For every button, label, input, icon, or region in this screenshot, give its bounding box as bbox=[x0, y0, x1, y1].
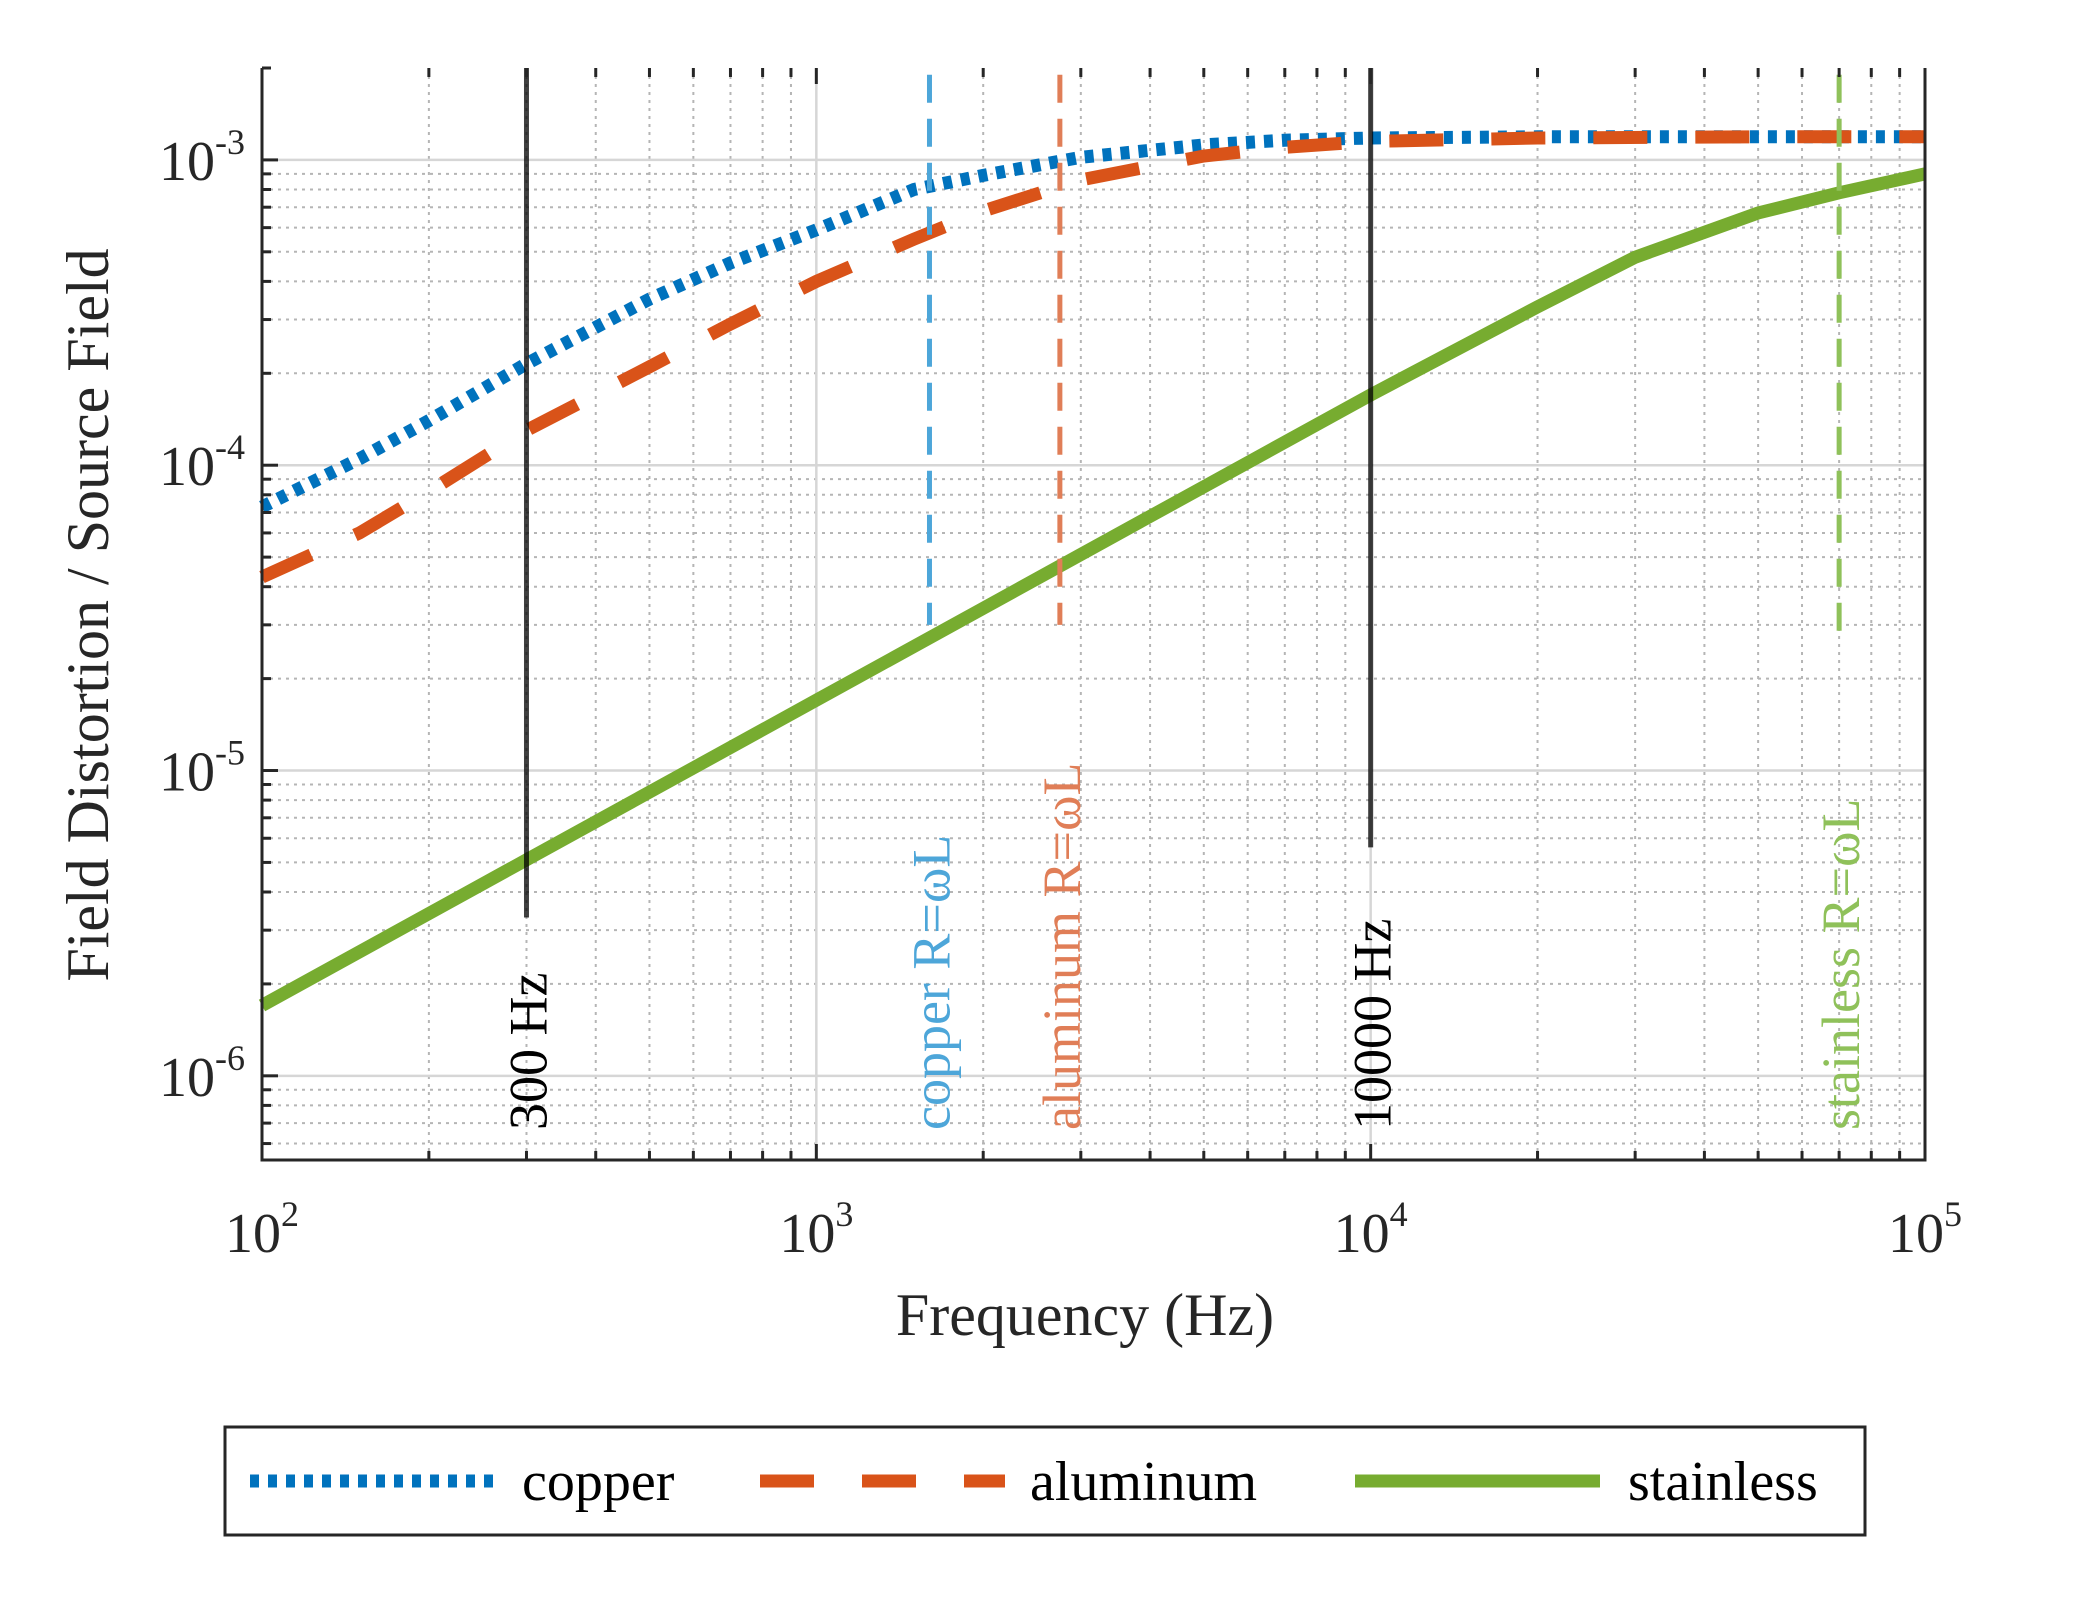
annotation-label-copper-r-l: copper R=ωL bbox=[901, 835, 961, 1130]
x-axis-title: Frequency (Hz) bbox=[896, 1282, 1274, 1348]
y-tick-label: 10-4 bbox=[159, 427, 245, 498]
x-tick-label: 103 bbox=[779, 1194, 853, 1265]
series-line-copper bbox=[259, 130, 1925, 513]
legend: copper aluminum stainless bbox=[223, 1425, 1867, 1537]
y-tick-label: 10-3 bbox=[159, 122, 245, 193]
legend-label-aluminum: aluminum bbox=[1030, 1451, 1257, 1513]
annotation-label-aluminum-r-l: aluminum R=ωL bbox=[1032, 763, 1092, 1130]
legend-label-copper: copper bbox=[522, 1451, 675, 1513]
annotation-label-300-hz: 300 Hz bbox=[498, 973, 558, 1130]
legend-label-stainless: stainless bbox=[1628, 1451, 1818, 1513]
series-line-stainless bbox=[258, 167, 1927, 1012]
x-tick-label: 104 bbox=[1334, 1194, 1408, 1265]
axes-layer: 102 103 104 105 10-6 10-5 10-4 10-3 bbox=[159, 66, 1962, 1265]
axes-frame bbox=[260, 68, 1927, 1162]
annotation-layer: 300 Hz copper R=ωL aluminum R=ωL 10000 Hz st… bbox=[498, 68, 1871, 1130]
annotation-label-10000-hz: 10000 Hz bbox=[1343, 919, 1403, 1130]
y-tick-label: 10-5 bbox=[159, 733, 245, 804]
y-tick-label: 10-6 bbox=[159, 1038, 245, 1109]
annotation-label-stainless-r-l: stainless R=ωL bbox=[1811, 798, 1871, 1130]
series-layer bbox=[258, 130, 1927, 1012]
x-tick-label: 105 bbox=[1888, 1194, 1962, 1265]
x-tick-label: 102 bbox=[225, 1194, 299, 1265]
y-axis-title: Field Distortion / Source Field bbox=[55, 248, 121, 981]
series-line-aluminum bbox=[259, 130, 1925, 584]
